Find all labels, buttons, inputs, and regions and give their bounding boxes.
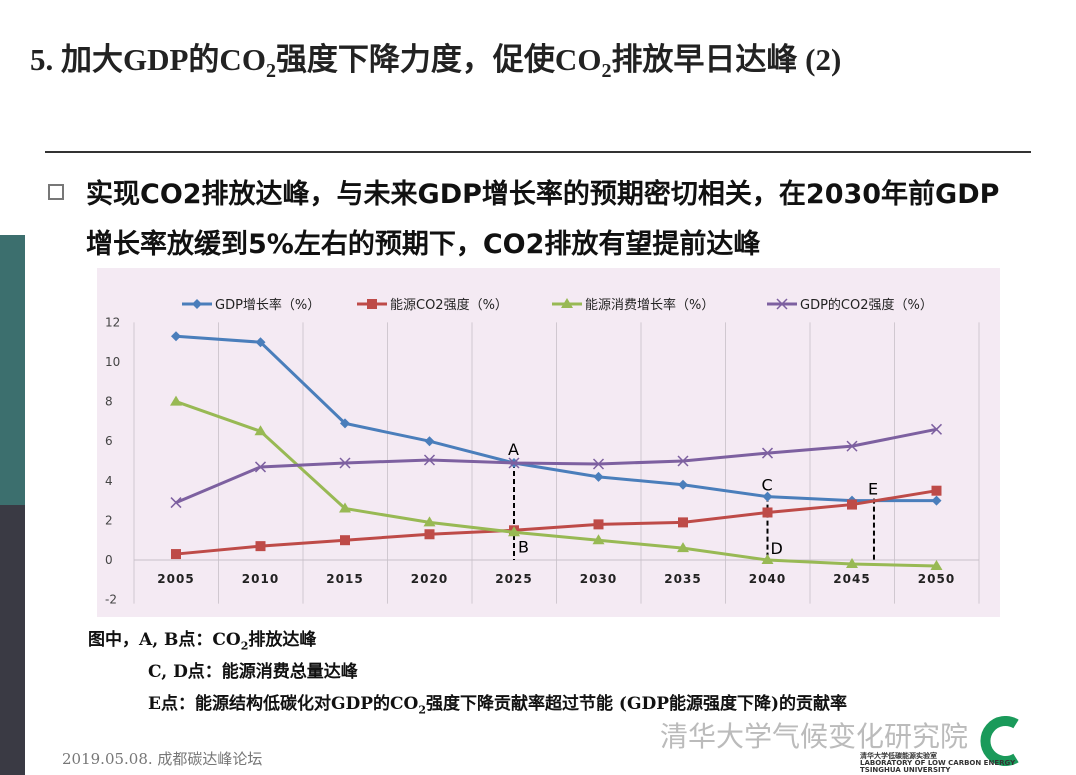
x-marker (254, 461, 267, 473)
diamond-marker (192, 299, 202, 309)
title-divider (45, 151, 1031, 153)
series-1: 能源CO2强度（%） (171, 297, 942, 560)
square-marker (424, 529, 435, 540)
x-tick-label: 2020 (411, 572, 448, 586)
square-marker (367, 299, 377, 309)
lab-logo-icon (980, 716, 1019, 766)
x-marker (846, 440, 858, 452)
diamond-marker (171, 331, 181, 342)
x-marker (170, 497, 182, 509)
triangle-marker (677, 542, 689, 553)
legend-label: 能源CO2强度（%） (390, 297, 508, 313)
diamond-marker (255, 337, 266, 348)
y-tick-label: 8 (105, 395, 113, 409)
series-line (175, 400, 937, 568)
footer-date-event: 2019.05.08. 成都碳达峰论坛 (62, 750, 263, 768)
triangle-marker (508, 526, 520, 537)
annotation-label-B: B (518, 537, 529, 556)
y-tick-label: 12 (105, 315, 120, 329)
annotation-label-D: D (771, 539, 783, 558)
triangle-marker (339, 502, 351, 513)
triangle-marker (846, 557, 858, 568)
y-tick-label: 6 (105, 434, 113, 448)
triangle-marker (254, 425, 267, 436)
x-marker (423, 454, 436, 466)
x-tick-label: 2015 (326, 572, 363, 586)
legend-label: 能源消费增长率（%） (585, 297, 714, 313)
caption-ab: 图中，A, B点：CO2排放达峰 (88, 630, 317, 653)
y-tick-label: 10 (105, 355, 120, 369)
square-marker (171, 549, 181, 560)
diamond-marker (931, 495, 942, 506)
x-tick-label: 2050 (918, 572, 955, 586)
x-marker (677, 455, 689, 467)
y-tick-label: 2 (105, 513, 113, 527)
triangle-marker (592, 534, 605, 545)
bullet-text: 实现CO2排放达峰，与未来GDP增长率的预期密切相关，在2030年前GDP增长率… (86, 179, 1000, 260)
chart-svg: -2 0 2 4 6 8 10 12 2005 2010 2015 2020 2025 2030 2035 2… (105, 297, 980, 607)
legend-label: GDP的CO2强度（%） (800, 297, 933, 313)
y-tick-label: -2 (105, 593, 117, 607)
x-tick-label: 2005 (157, 572, 194, 586)
diamond-marker (762, 491, 773, 502)
accent-bar-teal (0, 235, 25, 505)
series-line (175, 489, 937, 556)
watermark: 清华大学气候变化研究院 (660, 720, 969, 753)
square-marker (678, 517, 688, 528)
x-marker (776, 298, 788, 310)
x-marker (930, 423, 943, 435)
series-3: GDP的CO2强度（%） (170, 297, 943, 509)
accent-bar-dark (0, 505, 25, 775)
x-marker (339, 457, 351, 469)
annotation-label-C: C (762, 476, 773, 495)
series-0: GDP增长率（%） (171, 297, 942, 506)
square-marker (593, 519, 604, 530)
x-tick-label: 2045 (833, 572, 870, 586)
x-tick-label: 2025 (495, 572, 532, 586)
square-marker (931, 485, 942, 496)
diamond-marker (340, 418, 350, 429)
diamond-marker (424, 436, 435, 447)
bullet-square-icon (48, 184, 64, 200)
series-2: 能源消费增长率（%） (170, 297, 943, 570)
triangle-marker (930, 559, 943, 570)
series-line (175, 427, 937, 504)
x-tick-label: 2010 (242, 572, 279, 586)
x-tick-label: 2040 (749, 572, 786, 586)
caption-cd: C, D点：能源消费总量达峰 (148, 662, 358, 682)
triangle-marker (423, 516, 436, 527)
x-marker (508, 457, 520, 469)
triangle-marker (170, 395, 182, 406)
y-tick-label: 0 (105, 553, 113, 567)
diamond-marker (678, 479, 688, 490)
annotation-label-A: A (508, 440, 519, 459)
square-marker (340, 535, 350, 546)
x-marker (761, 447, 774, 459)
square-marker (847, 499, 857, 510)
lab-logo-text: 清华大学低碳能源实验室 LABORATORY OF LOW CARBON ENER… (860, 752, 1016, 774)
caption-e: E点：能源结构低碳化对GDP的CO2强度下降贡献率超过节能 (GDP能源强度下降… (148, 694, 848, 717)
diamond-marker (593, 471, 604, 482)
y-tick-label: 4 (105, 474, 113, 488)
triangle-marker (561, 298, 573, 308)
legend-label: GDP增长率（%） (215, 297, 320, 313)
x-tick-label: 2035 (664, 572, 701, 586)
x-tick-label: 2030 (580, 572, 617, 586)
square-marker (762, 507, 773, 518)
annotation-label-E: E (868, 480, 878, 499)
slide-title: 5. 加大GDP的CO2强度下降力度，促使CO2排放早日达峰 (2) (30, 42, 842, 83)
triangle-marker (761, 554, 774, 564)
series-line (175, 334, 937, 503)
square-marker (255, 541, 266, 552)
line-chart: -2 0 2 4 6 8 10 12 2005 2010 2015 2020 2025 2030 2035 2… (97, 268, 1000, 617)
x-marker (592, 458, 605, 470)
